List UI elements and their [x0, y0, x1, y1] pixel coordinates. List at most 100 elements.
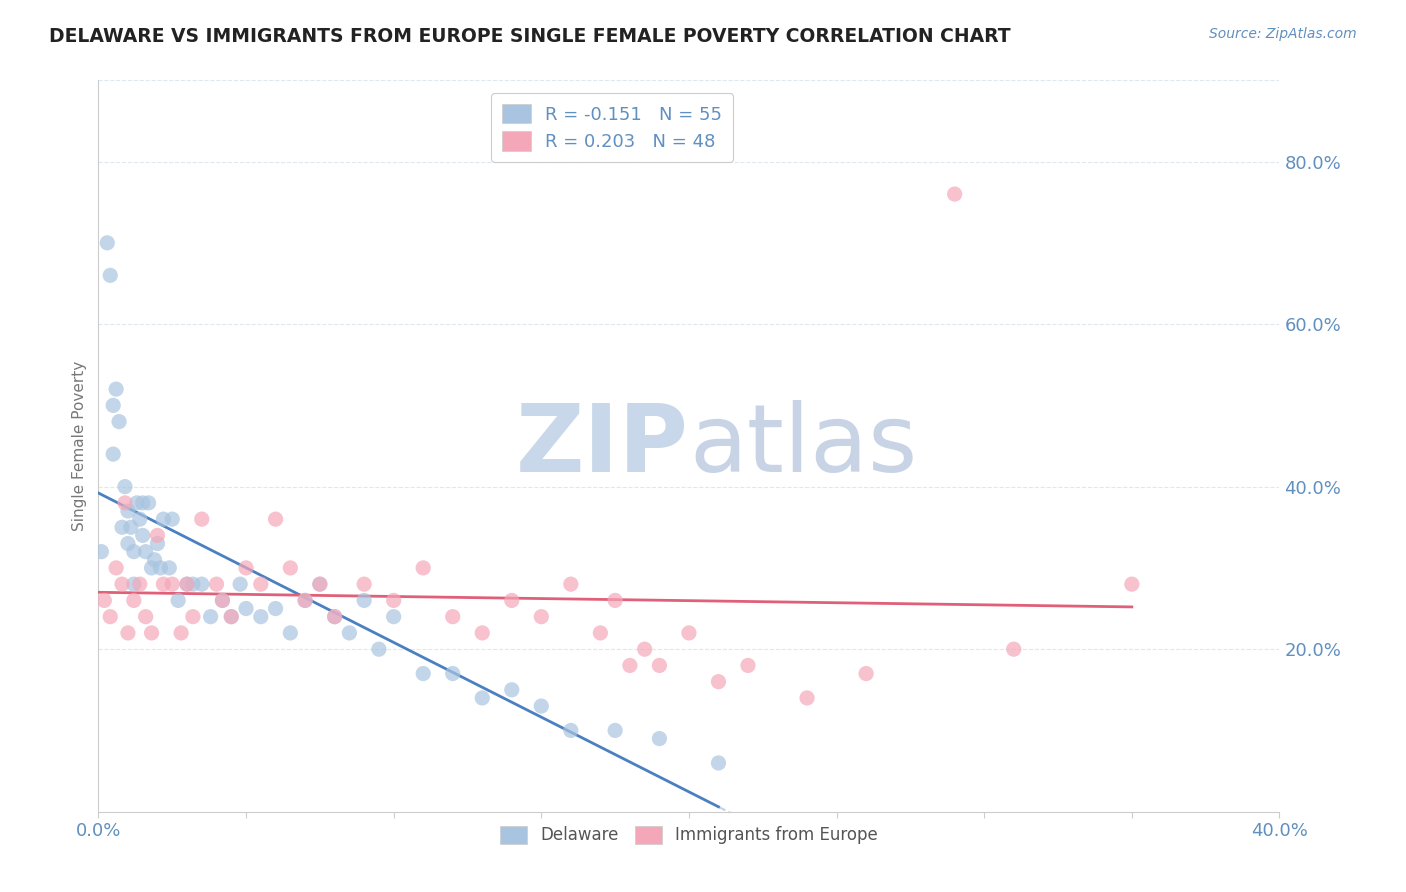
- Point: [501, 682, 523, 697]
- Point: [855, 666, 877, 681]
- Point: [353, 577, 375, 591]
- Point: [114, 496, 136, 510]
- Point: [943, 187, 966, 202]
- Point: [132, 496, 155, 510]
- Point: [120, 520, 142, 534]
- Point: [176, 577, 198, 591]
- Point: [648, 731, 671, 746]
- Point: [471, 626, 494, 640]
- Point: [634, 642, 657, 657]
- Point: [250, 609, 273, 624]
- Point: [122, 544, 145, 558]
- Point: [707, 674, 730, 689]
- Point: [191, 577, 214, 591]
- Point: [122, 593, 145, 607]
- Point: [162, 512, 183, 526]
- Point: [103, 447, 125, 461]
- Point: [90, 544, 112, 558]
- Point: [412, 561, 434, 575]
- Point: [229, 577, 252, 591]
- Point: [170, 626, 193, 640]
- Point: [146, 536, 169, 550]
- Point: [589, 626, 612, 640]
- Point: [737, 658, 759, 673]
- Point: [114, 480, 136, 494]
- Point: [128, 512, 150, 526]
- Point: [211, 593, 233, 607]
- Point: [103, 398, 125, 412]
- Point: [294, 593, 316, 607]
- Point: [648, 658, 671, 673]
- Point: [560, 577, 582, 591]
- Point: [117, 626, 139, 640]
- Text: atlas: atlas: [689, 400, 917, 492]
- Point: [108, 415, 131, 429]
- Point: [211, 593, 233, 607]
- Point: [353, 593, 375, 607]
- Point: [309, 577, 332, 591]
- Point: [143, 553, 166, 567]
- Point: [128, 577, 150, 591]
- Point: [138, 496, 160, 510]
- Point: [1121, 577, 1143, 591]
- Text: DELAWARE VS IMMIGRANTS FROM EUROPE SINGLE FEMALE POVERTY CORRELATION CHART: DELAWARE VS IMMIGRANTS FROM EUROPE SINGL…: [49, 27, 1011, 45]
- Point: [125, 496, 148, 510]
- Point: [205, 577, 228, 591]
- Point: [111, 520, 134, 534]
- Point: [98, 609, 121, 624]
- Point: [149, 561, 172, 575]
- Point: [412, 666, 434, 681]
- Point: [98, 268, 121, 283]
- Point: [530, 609, 553, 624]
- Point: [471, 690, 494, 705]
- Point: [152, 577, 174, 591]
- Point: [191, 512, 214, 526]
- Point: [181, 609, 204, 624]
- Text: ZIP: ZIP: [516, 400, 689, 492]
- Point: [339, 626, 361, 640]
- Point: [501, 593, 523, 607]
- Point: [135, 544, 157, 558]
- Point: [796, 690, 818, 705]
- Point: [157, 561, 180, 575]
- Point: [323, 609, 346, 624]
- Point: [368, 642, 391, 657]
- Point: [280, 561, 302, 575]
- Point: [264, 601, 287, 615]
- Legend: Delaware, Immigrants from Europe: Delaware, Immigrants from Europe: [494, 819, 884, 851]
- Point: [707, 756, 730, 770]
- Point: [111, 577, 134, 591]
- Point: [382, 593, 405, 607]
- Point: [264, 512, 287, 526]
- Point: [382, 609, 405, 624]
- Text: Source: ZipAtlas.com: Source: ZipAtlas.com: [1209, 27, 1357, 41]
- Point: [141, 626, 163, 640]
- Point: [176, 577, 198, 591]
- Point: [117, 504, 139, 518]
- Point: [294, 593, 316, 607]
- Point: [181, 577, 204, 591]
- Point: [141, 561, 163, 575]
- Point: [117, 536, 139, 550]
- Point: [280, 626, 302, 640]
- Point: [221, 609, 243, 624]
- Point: [619, 658, 641, 673]
- Point: [441, 666, 464, 681]
- Point: [323, 609, 346, 624]
- Point: [132, 528, 155, 542]
- Point: [200, 609, 222, 624]
- Point: [146, 528, 169, 542]
- Point: [162, 577, 183, 591]
- Point: [441, 609, 464, 624]
- Point: [152, 512, 174, 526]
- Point: [235, 601, 257, 615]
- Point: [605, 593, 627, 607]
- Point: [250, 577, 273, 591]
- Point: [221, 609, 243, 624]
- Point: [678, 626, 700, 640]
- Point: [105, 382, 128, 396]
- Point: [560, 723, 582, 738]
- Y-axis label: Single Female Poverty: Single Female Poverty: [72, 361, 87, 531]
- Point: [122, 577, 145, 591]
- Point: [167, 593, 190, 607]
